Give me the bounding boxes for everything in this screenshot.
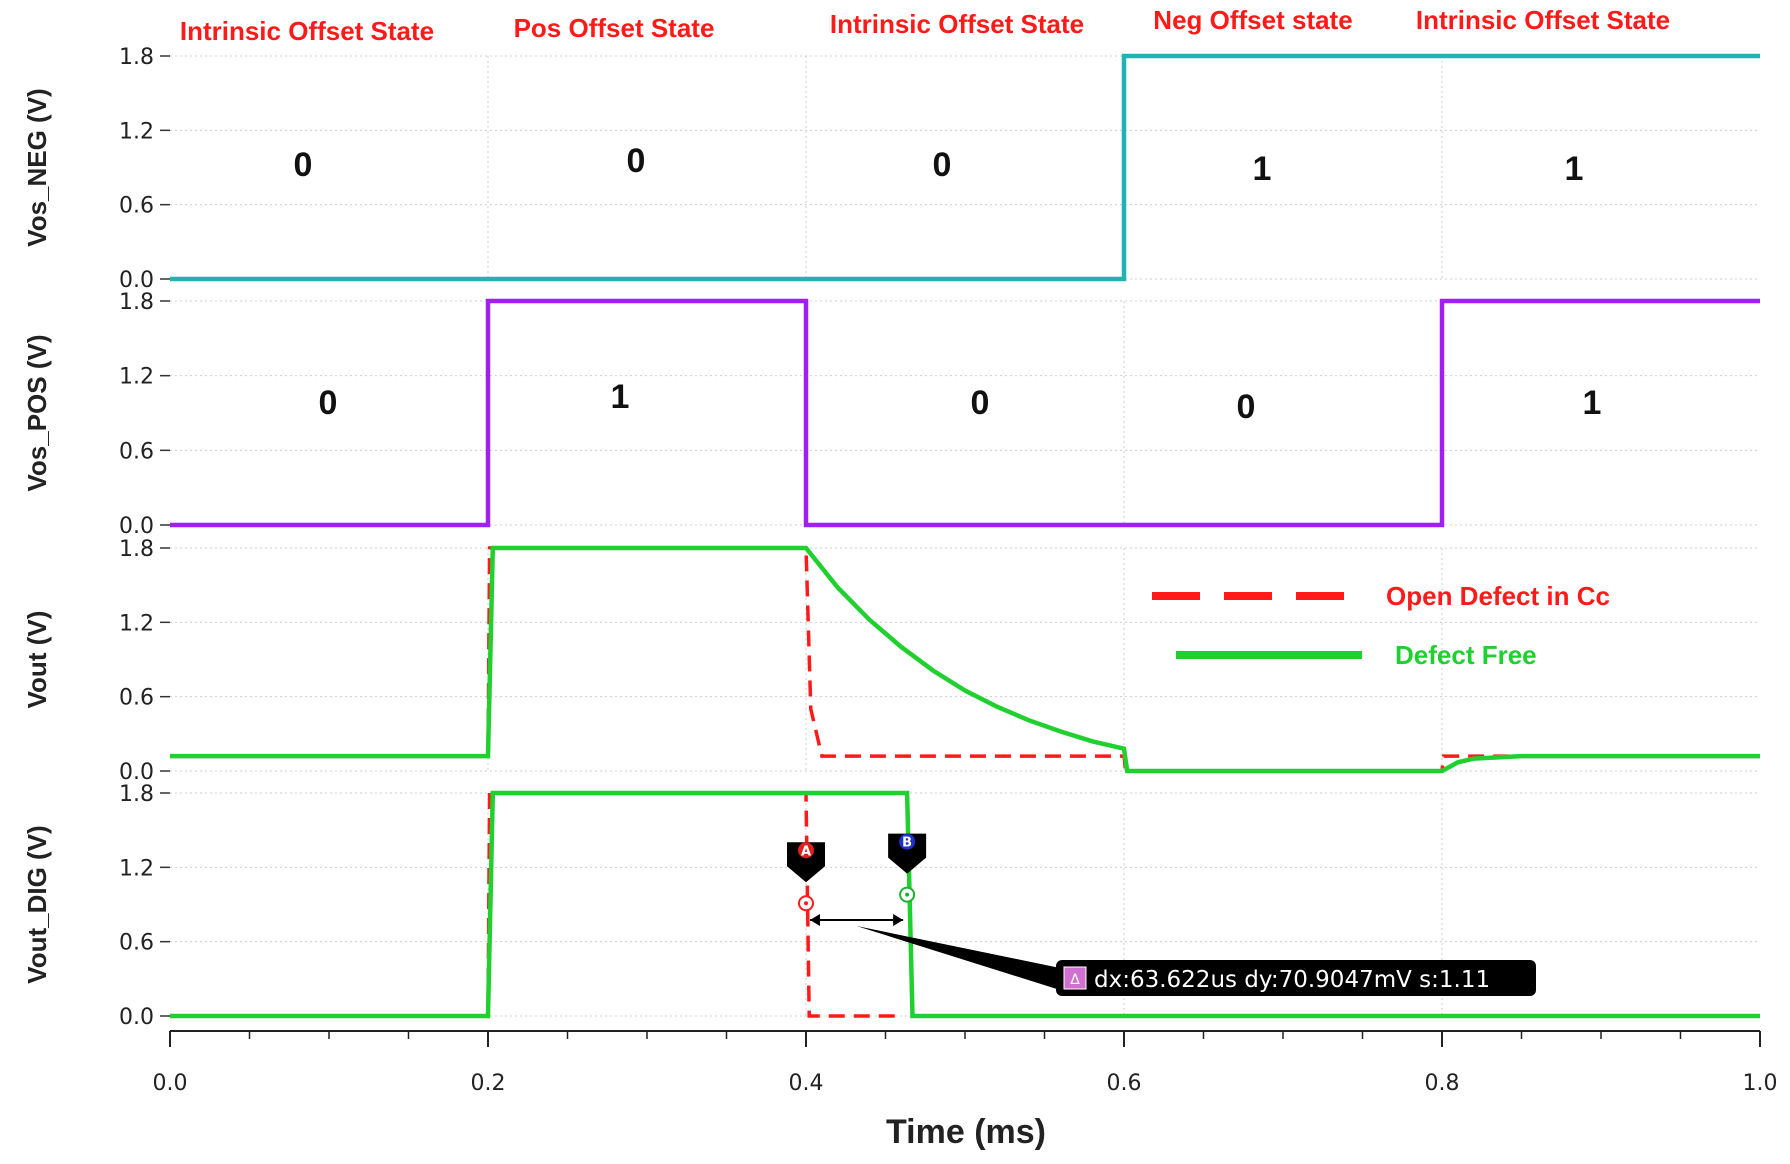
y-tick-label: 0.0: [119, 760, 154, 785]
chart-panels: 0.0 0.6 1.2 1.8 Vos_NEG (V) 0 0 0 1 1 0.0 0.6 1.2 1.8…: [22, 45, 1760, 1030]
bit-label: 1: [1583, 384, 1602, 422]
panel-3: 0.0 0.6 1.2 1.8 Vout (V): [22, 537, 1760, 785]
series-line-1: [170, 53, 1760, 282]
state-label: Intrinsic Offset State: [1416, 5, 1670, 35]
marker-dot: [905, 892, 910, 897]
legend: Open Defect in Cc Defect Free: [1152, 581, 1610, 670]
y-tick-label: 0.0: [119, 514, 154, 539]
y-axis-label: Vos_NEG (V): [22, 88, 52, 246]
series-line-1: [170, 298, 1760, 528]
y-tick-label: 0.0: [119, 268, 154, 293]
panel-2: 0.0 0.6 1.2 1.8 Vos_POS (V) 0 1 0 0 1: [22, 290, 1760, 539]
marker-letter: A: [801, 844, 811, 859]
legend-label: Open Defect in Cc: [1386, 581, 1610, 611]
marker-pin: [888, 833, 927, 874]
y-tick-label: 0.6: [119, 194, 154, 219]
bit-label: 0: [1237, 388, 1256, 426]
x-tick-label: 0.6: [1107, 1071, 1142, 1096]
annotation-text: dx:63.622us dy:70.9047mV s:1.11: [1094, 967, 1490, 993]
state-label: Pos Offset State: [514, 13, 715, 43]
y-axis-label: Vout (V): [22, 611, 52, 709]
annotation-pointer: [856, 926, 1060, 990]
state-label: Intrinsic Offset State: [830, 9, 1084, 39]
cursor-annotations: A B Δ dx:63.622us dy:70.9047mV s:1.11: [787, 833, 1536, 996]
x-tick-label: 0.4: [789, 1071, 824, 1096]
x-tick-label: 0.2: [471, 1071, 506, 1096]
legend-label: Defect Free: [1395, 640, 1537, 670]
marker-dot: [804, 901, 808, 906]
y-tick-label: 1.8: [119, 290, 154, 315]
marker-pin: [787, 842, 825, 883]
delta-arrow-head-left: [810, 914, 820, 926]
y-tick-label: 1.2: [119, 856, 154, 881]
y-tick-label: 1.8: [119, 782, 154, 807]
state-labels: Intrinsic Offset State Pos Offset State In…: [180, 5, 1670, 46]
y-tick-label: 0.6: [119, 686, 154, 711]
x-tick-label: 1.0: [1743, 1071, 1778, 1096]
panel-1: 0.0 0.6 1.2 1.8 Vos_NEG (V) 0 0 0 1 1: [22, 45, 1760, 293]
bit-label: 1: [1565, 150, 1584, 188]
marker-letter: B: [902, 836, 912, 851]
y-tick-label: 0.6: [119, 931, 154, 956]
series-line-2: [170, 545, 1760, 774]
y-tick-label: 0.0: [119, 1005, 154, 1030]
bit-label: 0: [294, 146, 313, 184]
y-tick-label: 0.6: [119, 439, 154, 464]
series-line-2: [170, 790, 1760, 1019]
x-axis: 0.0 0.2 0.4 0.6 0.8 1.0: [153, 1030, 1778, 1096]
bit-label: 0: [971, 384, 990, 422]
bit-label: 1: [1253, 150, 1272, 188]
y-tick-label: 1.2: [119, 611, 154, 636]
bit-label: 0: [319, 384, 338, 422]
series-line-1: [170, 791, 902, 1018]
bit-label: 1: [611, 378, 630, 416]
marker-badge: [899, 833, 916, 850]
x-tick-label: 0.0: [153, 1071, 188, 1096]
delta-arrow-head-right: [893, 914, 904, 926]
marker-badge: [798, 842, 814, 859]
state-label: Neg Offset state: [1153, 5, 1352, 35]
y-tick-label: 1.2: [119, 365, 154, 390]
x-axis-label: Time (ms): [886, 1113, 1046, 1151]
delta-icon-glyph: Δ: [1070, 972, 1080, 988]
x-tick-label: 0.8: [1425, 1071, 1460, 1096]
bit-label: 0: [933, 146, 952, 184]
y-tick-label: 1.8: [119, 45, 154, 70]
y-tick-label: 1.2: [119, 119, 154, 144]
y-axis-label: Vout_DIG (V): [22, 825, 52, 983]
y-axis-label: Vos_POS (V): [22, 334, 52, 491]
annotation-box: [1056, 960, 1536, 996]
delta-icon: [1063, 966, 1087, 990]
cursor-marker-a: A: [787, 842, 825, 912]
cursor-marker-b: B: [888, 833, 927, 903]
bit-label: 0: [627, 142, 646, 180]
y-tick-label: 1.8: [119, 537, 154, 562]
panel-4: 0.0 0.6 1.2 1.8 Vout_DIG (V): [22, 782, 1760, 1030]
state-label: Intrinsic Offset State: [180, 16, 434, 46]
